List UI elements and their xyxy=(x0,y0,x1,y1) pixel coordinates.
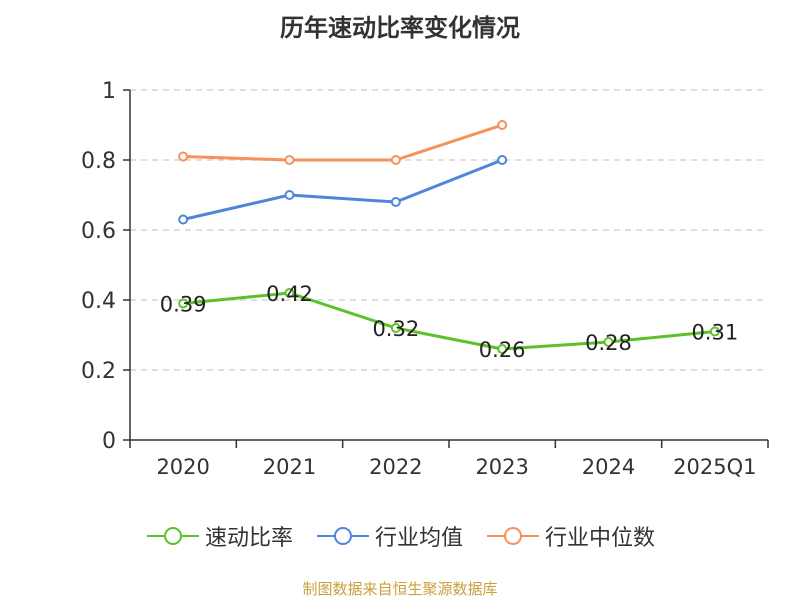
x-tick-label: 2021 xyxy=(263,455,316,479)
y-tick-label: 0.2 xyxy=(81,359,116,384)
x-tick-label: 2023 xyxy=(475,455,528,479)
axis-layer: 0 0.2 0.4 0.6 0.8 1 2020 2021 2022 2023 2024 2025Q1 xyxy=(81,79,769,479)
y-tick-label: 0.6 xyxy=(81,219,116,244)
x-tick-label: 2020 xyxy=(156,455,209,479)
data-point xyxy=(497,120,508,130)
chart-title: 历年速动比率变化情况 xyxy=(280,14,520,42)
legend-label: 行业均值 xyxy=(374,526,463,551)
x-tick-label: 2024 xyxy=(582,455,635,479)
data-label: 0.39 xyxy=(160,293,207,317)
y-tick-label: 0.8 xyxy=(81,149,116,174)
legend-label: 速动比率 xyxy=(204,526,293,551)
x-tick-label: 2022 xyxy=(369,455,422,479)
data-point xyxy=(284,288,295,298)
data-point xyxy=(390,155,401,165)
data-point xyxy=(709,326,720,337)
y-tick-label: 0 xyxy=(102,429,116,454)
legend-item-industry-median[interactable]: 行业中位数 xyxy=(485,520,655,552)
data-point xyxy=(603,337,614,347)
legend-marker-industry-mean-icon xyxy=(316,527,369,545)
data-point xyxy=(178,298,189,309)
data-label: 0.26 xyxy=(479,338,526,362)
data-label: 0.28 xyxy=(585,331,632,355)
data-source-note: 制图数据来自恒生聚源数据库 xyxy=(302,580,498,598)
data-point xyxy=(284,190,295,200)
data-point xyxy=(390,197,401,207)
legend: 速动比率 行业均值 行业中位数 xyxy=(0,520,800,552)
data-point xyxy=(390,323,401,333)
series-line xyxy=(183,291,715,351)
y-tick-label: 0.4 xyxy=(81,289,116,314)
series-line xyxy=(183,123,503,162)
data-point xyxy=(497,344,508,354)
legend-item-quick-ratio[interactable]: 速动比率 xyxy=(145,520,293,552)
series-layer xyxy=(178,120,720,354)
legend-item-industry-mean[interactable]: 行业均值 xyxy=(315,520,463,552)
data-point xyxy=(178,214,189,225)
data-label: 0.42 xyxy=(266,282,313,306)
data-point xyxy=(497,155,508,165)
data-label: 0.32 xyxy=(372,317,419,341)
y-tick-label: 1 xyxy=(102,79,116,104)
data-point xyxy=(284,155,295,165)
data-point xyxy=(178,151,189,162)
x-tick-label: 2025Q1 xyxy=(673,455,756,479)
legend-marker-quick-ratio-icon xyxy=(146,527,199,545)
grid-layer xyxy=(130,89,768,371)
legend-marker-industry-median-icon xyxy=(487,527,539,545)
label-layer: 0.39 0.42 0.32 0.26 0.28 0.31 xyxy=(160,282,738,362)
legend-label: 行业中位数 xyxy=(545,526,656,551)
data-label: 0.31 xyxy=(691,321,738,345)
series-line xyxy=(182,158,503,221)
